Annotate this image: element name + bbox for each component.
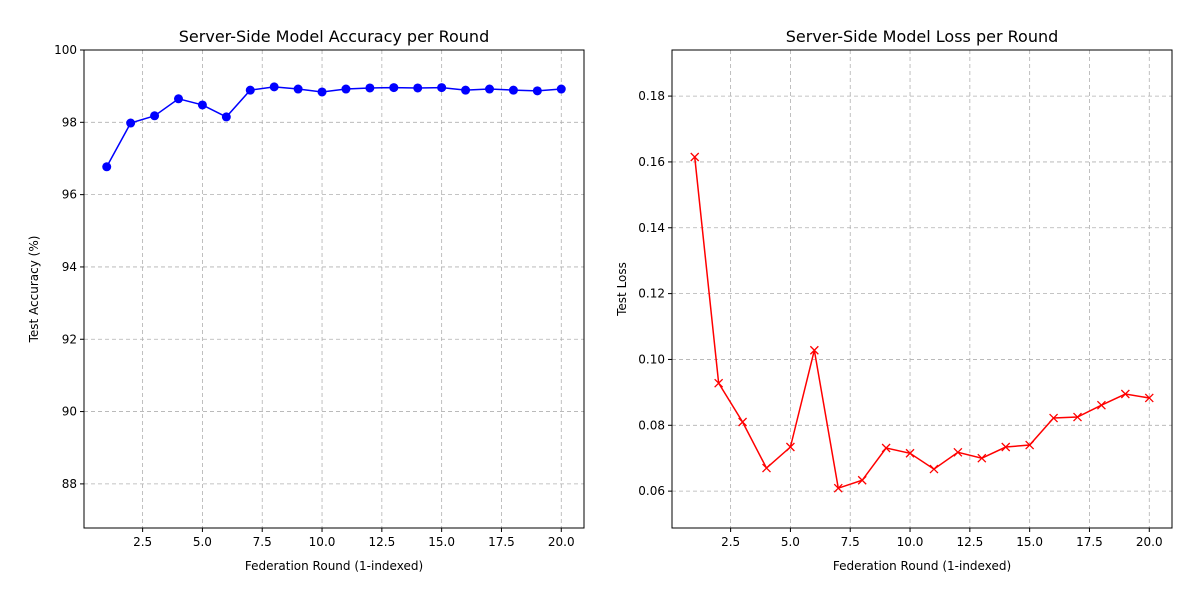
y-tick-label: 0.14 — [638, 221, 665, 235]
x-tick-label: 7.5 — [253, 535, 272, 549]
x-tick-label: 5.0 — [193, 535, 212, 549]
x-tick-label: 12.5 — [956, 535, 983, 549]
chart-title: Server-Side Model Loss per Round — [786, 27, 1059, 46]
point-marker — [881, 443, 891, 453]
y-tick-label: 0.12 — [638, 287, 665, 301]
y-tick-label: 0.10 — [638, 352, 665, 366]
y-axis-label: Test Accuracy (%) — [27, 236, 41, 344]
point-marker — [245, 85, 255, 95]
point-marker — [197, 100, 207, 110]
point-marker — [508, 85, 518, 95]
x-tick-label: 7.5 — [841, 535, 860, 549]
point-marker — [738, 417, 748, 427]
point-marker — [365, 83, 375, 93]
point-marker — [1025, 440, 1035, 450]
y-tick-label: 90 — [62, 405, 77, 419]
point-marker — [1001, 442, 1011, 452]
x-tick-label: 10.0 — [897, 535, 924, 549]
plot-frame — [83, 49, 585, 529]
point-marker — [1144, 393, 1154, 403]
y-tick-label: 0.16 — [638, 155, 665, 169]
x-tick-label: 12.5 — [368, 535, 395, 549]
y-tick-label: 0.18 — [638, 89, 665, 103]
x-axis-label: Federation Round (1-indexed) — [833, 559, 1011, 573]
y-tick-label: 94 — [62, 260, 77, 274]
y-tick-label: 88 — [62, 477, 77, 491]
point-marker — [173, 94, 183, 104]
x-tick-label: 17.5 — [488, 535, 515, 549]
point-marker — [341, 84, 351, 94]
point-marker — [389, 83, 399, 93]
y-tick-label: 0.08 — [638, 418, 665, 432]
data-line — [693, 156, 1150, 490]
point-marker — [1049, 413, 1059, 423]
point-marker — [857, 475, 867, 485]
plot-frame — [671, 49, 1173, 529]
point-marker — [413, 83, 423, 93]
x-tick-label: 2.5 — [133, 535, 152, 549]
point-marker — [317, 87, 327, 97]
point-marker — [293, 84, 303, 94]
x-tick-label: 15.0 — [1016, 535, 1043, 549]
y-axis-label: Test Loss — [615, 262, 629, 317]
point-marker — [762, 463, 771, 473]
point-marker — [1073, 412, 1082, 422]
x-tick-label: 10.0 — [309, 535, 336, 549]
x-tick-label: 20.0 — [548, 535, 575, 549]
point-marker — [221, 112, 231, 122]
point-marker — [953, 447, 963, 457]
point-marker — [833, 483, 843, 493]
point-marker — [809, 345, 819, 355]
point-marker — [532, 86, 542, 96]
point-marker — [714, 378, 724, 388]
point-marker — [1096, 400, 1106, 410]
point-marker — [269, 82, 279, 92]
x-tick-label: 15.0 — [428, 535, 455, 549]
point-marker — [690, 152, 700, 162]
point-marker — [905, 448, 915, 458]
point-marker — [102, 162, 112, 172]
y-tick-label: 0.06 — [638, 484, 665, 498]
chart-title: Server-Side Model Accuracy per Round — [179, 27, 489, 46]
point-marker — [785, 442, 795, 452]
point-marker — [461, 85, 471, 95]
y-tick-label: 96 — [62, 188, 77, 202]
point-marker — [437, 83, 447, 93]
x-tick-label: 20.0 — [1136, 535, 1163, 549]
x-tick-label: 2.5 — [721, 535, 740, 549]
x-tick-label: 5.0 — [781, 535, 800, 549]
point-marker — [150, 111, 160, 121]
point-marker — [1120, 389, 1130, 399]
point-marker — [929, 464, 939, 474]
point-marker — [485, 84, 495, 94]
x-tick-label: 17.5 — [1076, 535, 1103, 549]
point-marker — [556, 84, 566, 94]
y-tick-label: 98 — [62, 115, 77, 129]
point-marker — [126, 118, 136, 128]
y-tick-label: 100 — [54, 43, 77, 57]
y-tick-label: 92 — [62, 332, 77, 346]
point-marker — [977, 453, 987, 463]
x-axis-label: Federation Round (1-indexed) — [245, 559, 423, 573]
